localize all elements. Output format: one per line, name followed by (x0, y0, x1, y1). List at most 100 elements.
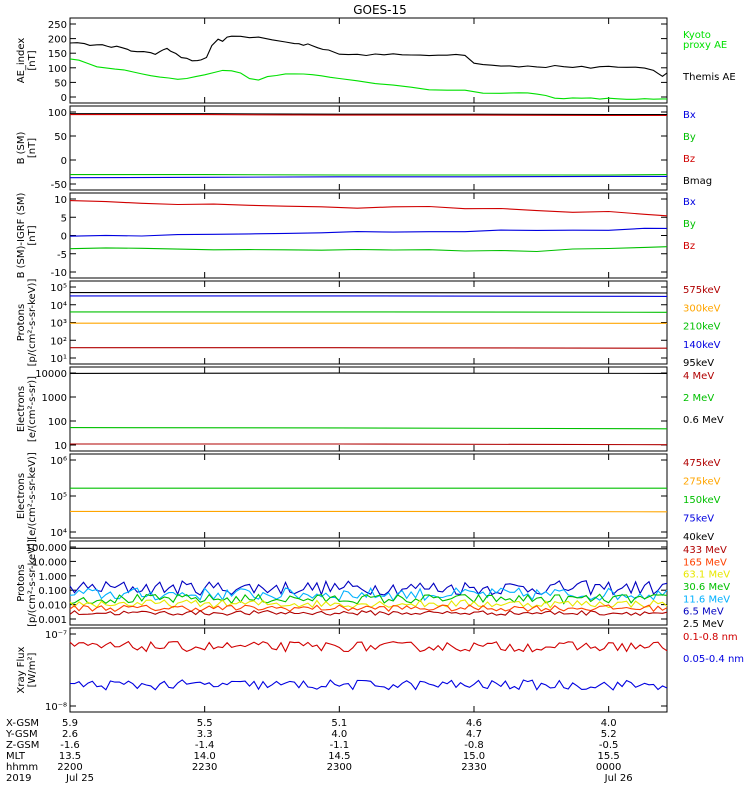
y-tick-label: 0.001 (38, 615, 67, 626)
y-tick-label: 10000 (35, 369, 67, 380)
legend-label: 165 MeV (683, 557, 727, 568)
y-tick-label: 50 (54, 132, 67, 143)
legend-label: proxy AE (683, 40, 727, 51)
legend-label: 95keV (683, 358, 714, 369)
legend-label: Bz (683, 154, 695, 165)
y-tick-label: 200 (48, 35, 67, 46)
y-axis-label: [nT] (27, 50, 38, 70)
legend-label: 11.6 MeV (683, 594, 730, 605)
legend-label: 275keV (683, 477, 721, 488)
y-tick-label: 1000 (42, 393, 67, 404)
y-tick-label: 0.100 (38, 586, 67, 597)
x-axis-row-label: Y-GSM (5, 729, 38, 740)
y-tick-label: 10⁶ (50, 456, 67, 467)
y-tick-label: 0 (61, 93, 67, 104)
panel-xray: 10⁻⁷ 10⁻⁸ Xray Flux [W/m²] 0.1-0.8 nm 0.05-0.… (16, 627, 744, 713)
panel-frame (69, 105, 668, 191)
legend-label: 475keV (683, 458, 721, 469)
legend-label: Bx (683, 110, 696, 121)
legend-label: 2.5 MeV (683, 619, 724, 630)
y-tick-label: 10⁻⁷ (45, 630, 67, 641)
y-axis-label: Protons (16, 304, 27, 341)
series-kyoto-proxy-ae (69, 58, 668, 100)
series-bx (69, 175, 667, 179)
x-axis-value: 5.2 (601, 729, 617, 740)
y-axis-label: [nT] (27, 225, 38, 245)
x-axis-value: 5.5 (197, 718, 213, 729)
y-axis-label: [nT] (27, 138, 38, 158)
legend-label: Bz (683, 241, 695, 252)
x-axis-value: 4.0 (601, 718, 617, 729)
legend-label: 30.6 MeV (683, 582, 730, 593)
panel-frame (69, 627, 668, 713)
y-tick-label: 100 (48, 108, 67, 119)
y-tick-label: -5 (57, 250, 67, 261)
x-axis-row-label: 2019 (6, 773, 31, 784)
legend-label: 150keV (683, 495, 721, 506)
x-axis-value: Jul 25 (65, 773, 94, 784)
y-tick-label: 10 (54, 195, 67, 206)
y-tick-label: 10² (50, 336, 67, 347)
series-11-6-mev (69, 587, 668, 602)
y-tick-label: -50 (51, 180, 67, 191)
legend-label: 0.6 MeV (683, 415, 724, 426)
panel-dbb: 10 5 0 -5 -10 B (SM)-IGRF (SM) [nT] Bx By Bz (16, 192, 696, 279)
x-axis-value: 2230 (192, 762, 217, 773)
series-0-05-0-4-nm (69, 679, 668, 691)
legend-label: 4 MeV (683, 371, 714, 382)
series-bx (69, 227, 668, 237)
y-axis-label: [W/m²] (27, 652, 38, 687)
panel-electrons_low: 10⁶ 10⁵ 10⁴ Electrons [e/(cm²-s-sr-keV)] 475k… (16, 452, 721, 543)
x-axis-value: -1.6 (60, 740, 80, 751)
series-165-mev (69, 604, 668, 613)
x-axis-value: -0.5 (599, 740, 619, 751)
y-tick-label: 10.000 (32, 557, 67, 568)
panel-frame (69, 366, 668, 452)
x-axis-value: Jul 26 (604, 773, 633, 784)
x-axis-value: 3.3 (197, 729, 213, 740)
y-tick-label: -10 (51, 268, 67, 279)
panel-frame (69, 453, 668, 539)
x-axis-value: -0.8 (464, 740, 484, 751)
series-bmag (70, 113, 667, 116)
panel-frame (69, 17, 668, 104)
x-axis-value: 14.5 (328, 751, 350, 762)
y-tick-label: 50 (54, 78, 67, 89)
y-axis-label: [e/(cm²-s-sr)] (27, 376, 38, 442)
legend-label: Bx (683, 197, 696, 208)
series-0-1-0-8-nm (69, 640, 668, 653)
x-axis-value: 14.0 (194, 751, 216, 762)
y-tick-label: 10⁻⁸ (45, 702, 67, 713)
legend-label: 433 MeV (683, 545, 727, 556)
y-axis-label: Xray Flux (16, 646, 27, 693)
x-axis-value: 5.1 (331, 718, 347, 729)
legend-label: Kyoto (683, 30, 711, 41)
x-axis-row-label: hhmm (6, 762, 38, 773)
y-axis-label: Electrons (16, 473, 27, 519)
y-tick-label: 5 (61, 213, 67, 224)
legend-label: By (683, 219, 696, 230)
series-by (69, 246, 668, 253)
y-tick-label: 0.010 (38, 601, 67, 612)
panel-protons_low: 10⁵ 10⁴ 10³ 10² 10¹ Protons [p/(cm²-s-sr-keV)]… (16, 279, 721, 369)
x-axis-value: 2330 (461, 762, 486, 773)
x-axis-row-label: Z-GSM (6, 740, 39, 751)
legend-label: 6.5 MeV (683, 607, 724, 618)
legend-label: 0.1-0.8 nm (683, 632, 738, 643)
x-axis-value: 13.5 (59, 751, 81, 762)
x-axis-row-label: X-GSM (6, 718, 39, 729)
y-axis-label: AE_index (16, 38, 27, 84)
legend-label: By (683, 132, 696, 143)
y-tick-label: 10¹ (50, 354, 67, 365)
y-axis-label: Electrons (16, 386, 27, 432)
y-axis-label: [p/(cm²-s-sr-keV)] (27, 539, 38, 627)
legend-label: 75keV (683, 514, 714, 525)
panel-electrons_high: 10000 1000 100 10 Electrons [e/(cm²-s-sr)] 4 M… (16, 366, 724, 452)
x-axis-value: 4.6 (466, 718, 482, 729)
y-tick-label: 100 (48, 64, 67, 75)
series-4-mev (70, 443, 668, 446)
panel-protons_high: 100.000 10.000 1.000 0.100 0.010 0.001 Protons… (16, 539, 730, 630)
